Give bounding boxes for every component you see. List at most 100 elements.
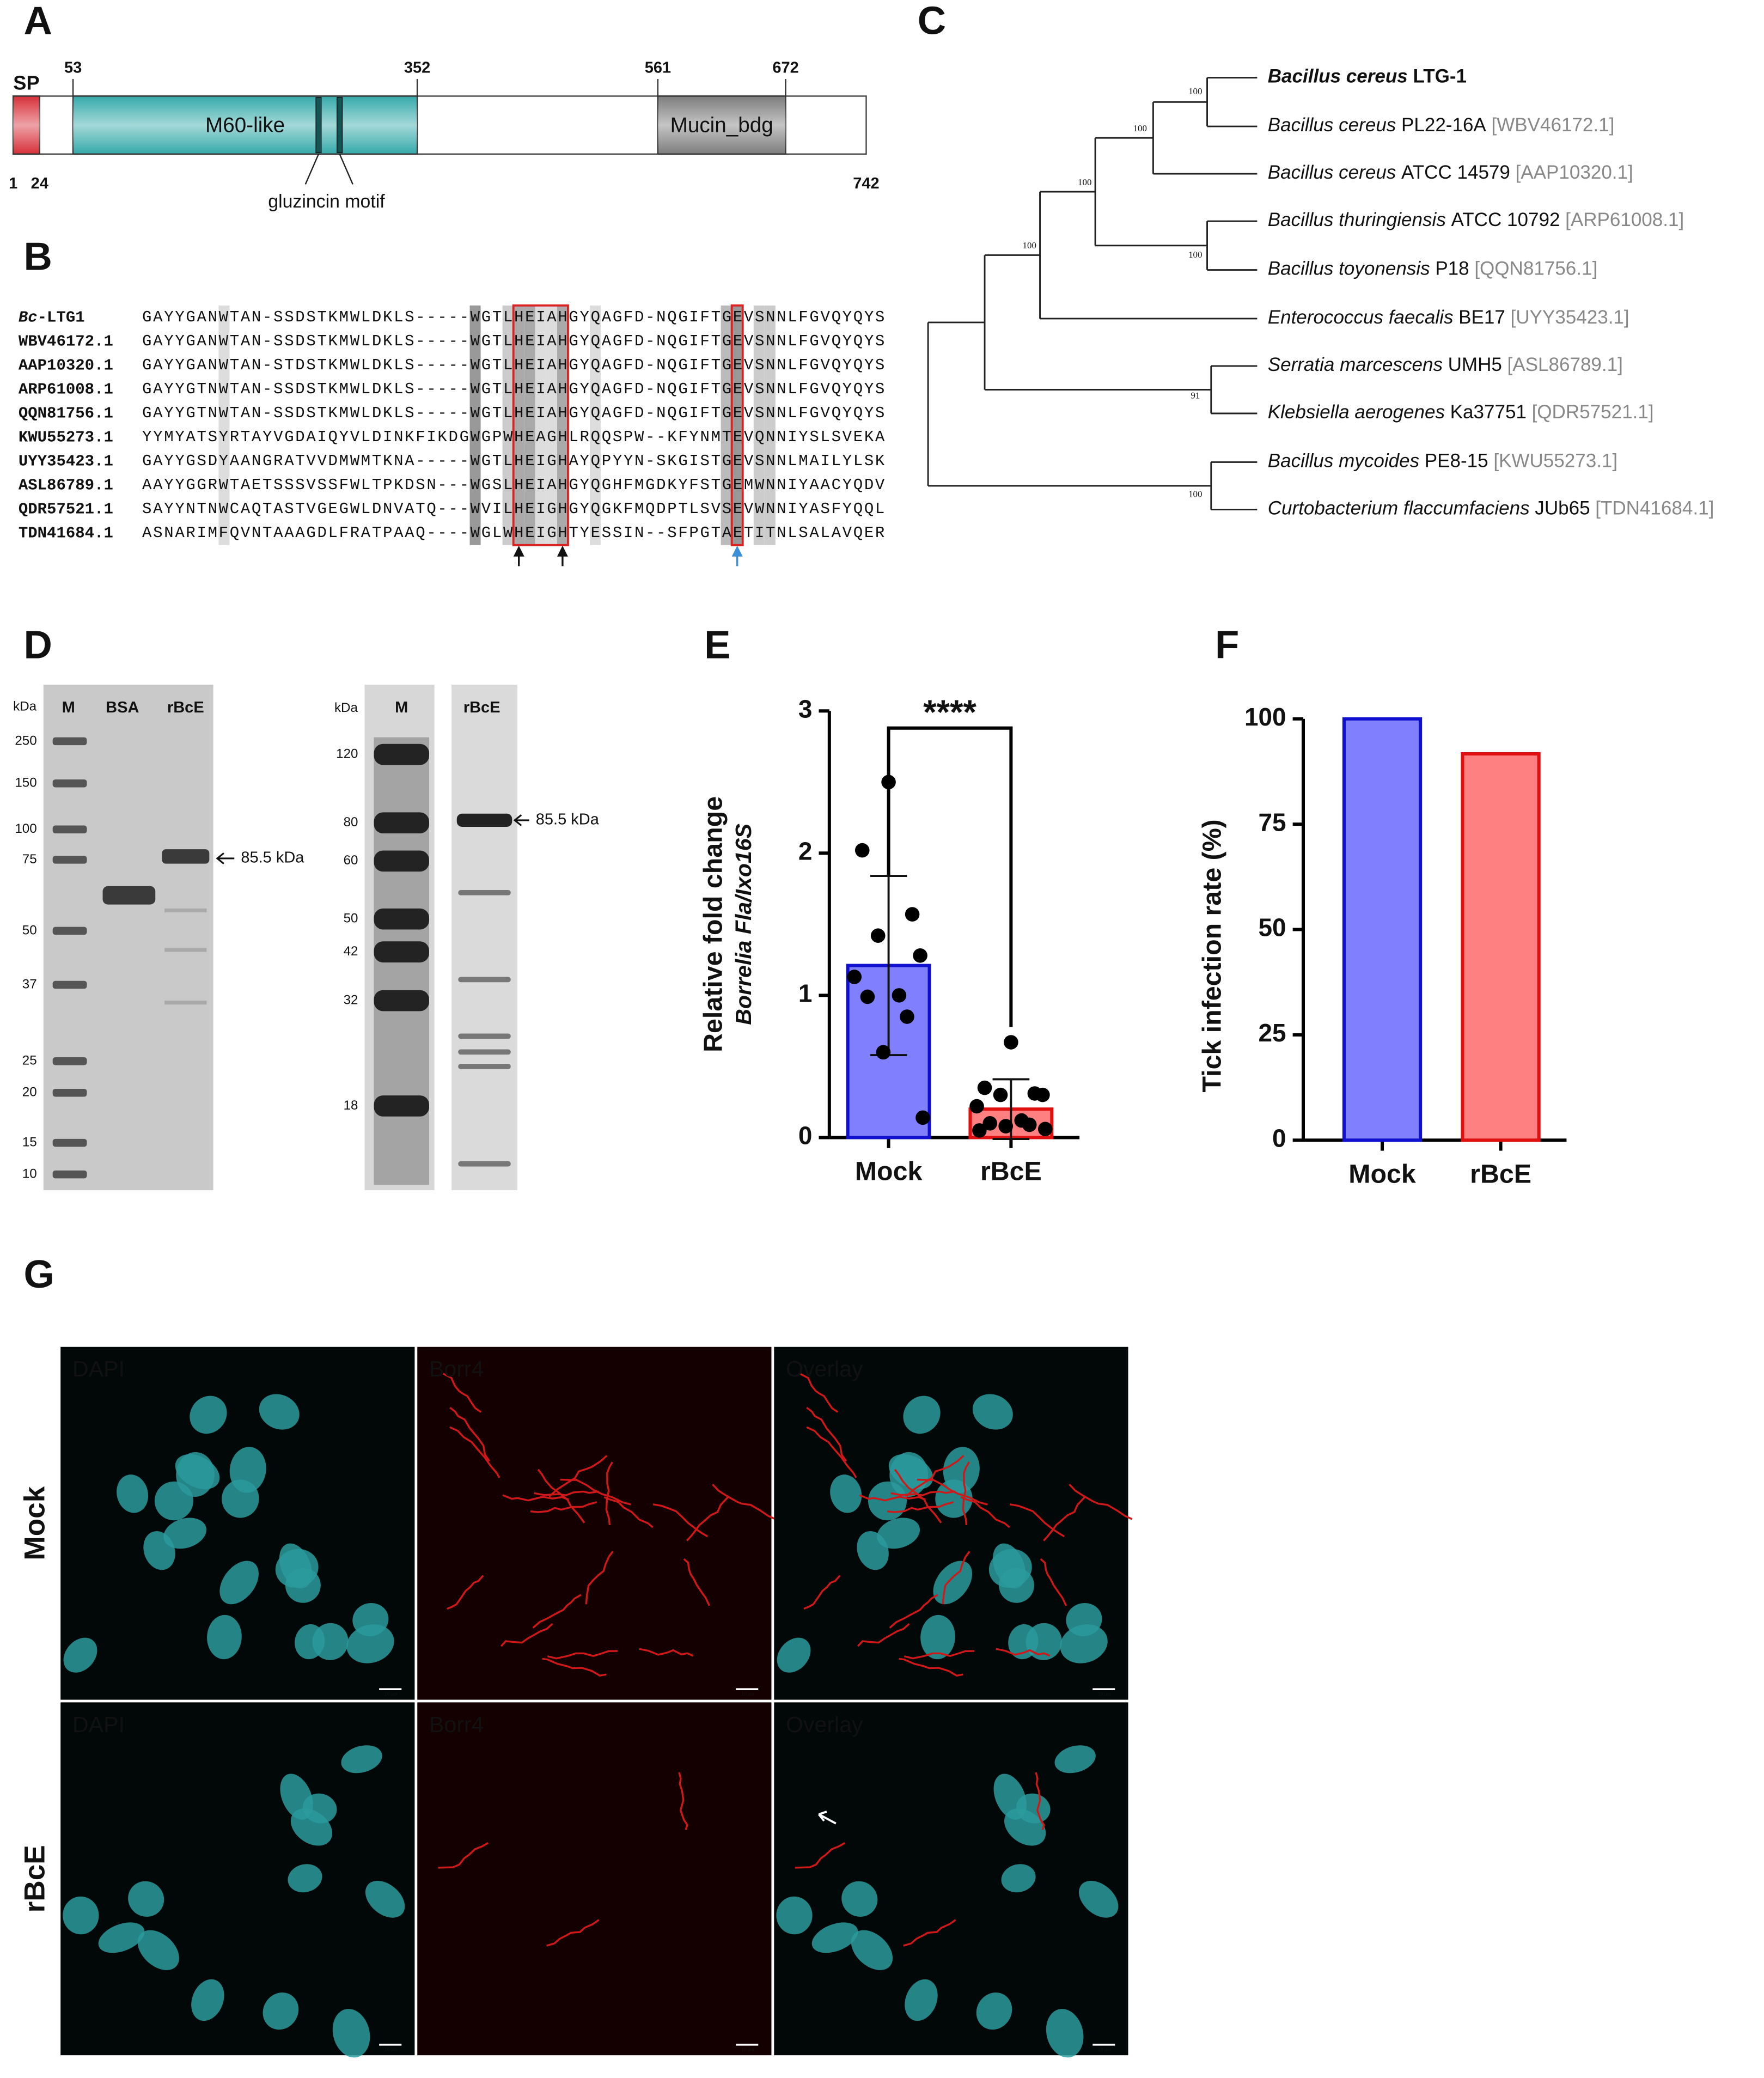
- sequence-id-text: KWU55273.1: [19, 428, 113, 446]
- spirochete: [546, 1919, 600, 1947]
- spirochete: [449, 1426, 500, 1478]
- scale-bar-label: 10 µm: [741, 1691, 754, 1697]
- domain-shine: [73, 96, 418, 154]
- spirochete: [532, 1594, 582, 1629]
- domain-label: Mucin_bdg: [670, 113, 773, 137]
- taxon-label: Bacillus cereus PL22-16A [WBV46172.1]: [1268, 114, 1615, 136]
- faint-band: [458, 1049, 511, 1055]
- gel-image: [43, 684, 213, 1191]
- conservation-shading: [469, 305, 481, 545]
- sequence-id: QDR57521.1: [19, 500, 113, 518]
- nucleus: [830, 1474, 862, 1513]
- spirochete: [806, 1406, 847, 1462]
- panel-label: E: [704, 623, 730, 667]
- nucleus: [903, 1396, 941, 1434]
- protein-band: [456, 813, 512, 827]
- marker-band: [374, 850, 429, 872]
- nucleus: [777, 1637, 811, 1673]
- nucleus: [1079, 1880, 1119, 1918]
- x-tick-label: Mock: [855, 1156, 923, 1186]
- scale-bar-label: 10 µm: [1098, 1691, 1111, 1697]
- micrograph-content: [442, 1373, 776, 1677]
- taxon-label: Enterococcus faecalis BE17 [UYY35423.1]: [1268, 307, 1629, 328]
- micrograph-content: [438, 1772, 688, 1947]
- spirochete: [1043, 1495, 1087, 1541]
- sequence-id-text: QDR57521.1: [19, 500, 113, 518]
- taxon-strain: P18: [1435, 258, 1469, 279]
- nucleus: [1054, 1745, 1096, 1774]
- spirochete: [890, 1490, 956, 1496]
- spirochete: [905, 1455, 965, 1497]
- data-point: [847, 970, 862, 984]
- y-tick-label: 0: [1272, 1124, 1286, 1152]
- position-label: 1: [9, 175, 17, 192]
- faint-band: [164, 908, 207, 913]
- channel-label: Borr4: [429, 1356, 484, 1381]
- taxon-species: Bacillus toyonensis: [1268, 258, 1430, 279]
- conservation-shading: [557, 305, 568, 545]
- lane-label: rBcE: [167, 699, 204, 716]
- spirochete: [904, 1650, 975, 1660]
- taxon-label: Bacillus cereus ATCC 14579 [AAP10320.1]: [1268, 162, 1633, 183]
- nucleus: [117, 1474, 149, 1513]
- marker-band: [374, 812, 429, 834]
- bar: [1342, 717, 1423, 1142]
- gel-unit: kDa: [13, 699, 37, 714]
- sequence-id-text: TDN41684.1: [19, 524, 113, 542]
- spirochete: [1040, 1558, 1067, 1606]
- sequence-id-text: QQN81756.1: [19, 404, 113, 422]
- marker-label: 37: [22, 977, 37, 991]
- smear: [374, 737, 429, 1185]
- position-label: 352: [404, 59, 430, 76]
- nucleus: [190, 1396, 227, 1434]
- data-point: [977, 1080, 992, 1095]
- marker-band: [52, 779, 87, 788]
- bootstrap-value: 100: [1188, 489, 1202, 499]
- channel-label: Overlay: [786, 1712, 863, 1737]
- sequence-id: KWU55273.1: [19, 428, 113, 446]
- spirochete: [547, 1650, 618, 1660]
- conservation-shading: [764, 305, 776, 545]
- marker-band: [374, 990, 429, 1011]
- taxon-species: Bacillus cereus: [1268, 162, 1396, 183]
- channel-label: Overlay: [786, 1356, 863, 1381]
- spirochete: [537, 1468, 585, 1524]
- taxon-accession: [ASL86789.1]: [1507, 354, 1623, 375]
- spirochete: [887, 1501, 954, 1513]
- nucleus: [207, 1614, 242, 1660]
- spirochete: [903, 1919, 956, 1947]
- nucleus: [143, 1531, 175, 1570]
- micrograph-content: [63, 1745, 405, 2058]
- nucleus: [222, 1479, 259, 1518]
- lane-label: BSA: [106, 699, 139, 716]
- data-point: [900, 1009, 914, 1024]
- marker-band: [52, 927, 87, 935]
- faint-band: [458, 977, 511, 983]
- marker-label: 75: [22, 852, 37, 867]
- spirochete: [678, 1772, 688, 1830]
- conservation-shading: [590, 305, 601, 545]
- sequence-id-italic: Bc: [19, 308, 38, 326]
- y-tick-label: 75: [1259, 808, 1286, 836]
- marker-band: [52, 1057, 87, 1065]
- nucleus: [280, 1774, 313, 1820]
- nucleus: [275, 1549, 319, 1588]
- blot-image: [451, 684, 517, 1191]
- y-tick-label: 100: [1244, 703, 1286, 731]
- pointer-arrow: [817, 1811, 837, 1825]
- y-tick-label: 0: [798, 1122, 813, 1150]
- y-axis-label: Relative fold change: [698, 796, 728, 1052]
- taxon-species: Bacillus cereus: [1268, 114, 1396, 136]
- spirochete: [605, 1461, 613, 1526]
- data-point: [982, 1116, 998, 1131]
- micrograph: [417, 1702, 772, 2056]
- taxon-accession: [UYY35423.1]: [1511, 307, 1629, 328]
- taxon-accession: [AAP10320.1]: [1516, 162, 1633, 183]
- sequence-id: Bc-LTG1: [19, 308, 85, 326]
- nucleus: [191, 1979, 224, 2021]
- data-point: [1037, 1122, 1053, 1137]
- spirochete: [942, 1551, 970, 1605]
- y-tick-label: 25: [1259, 1019, 1286, 1047]
- marker-band: [52, 856, 87, 864]
